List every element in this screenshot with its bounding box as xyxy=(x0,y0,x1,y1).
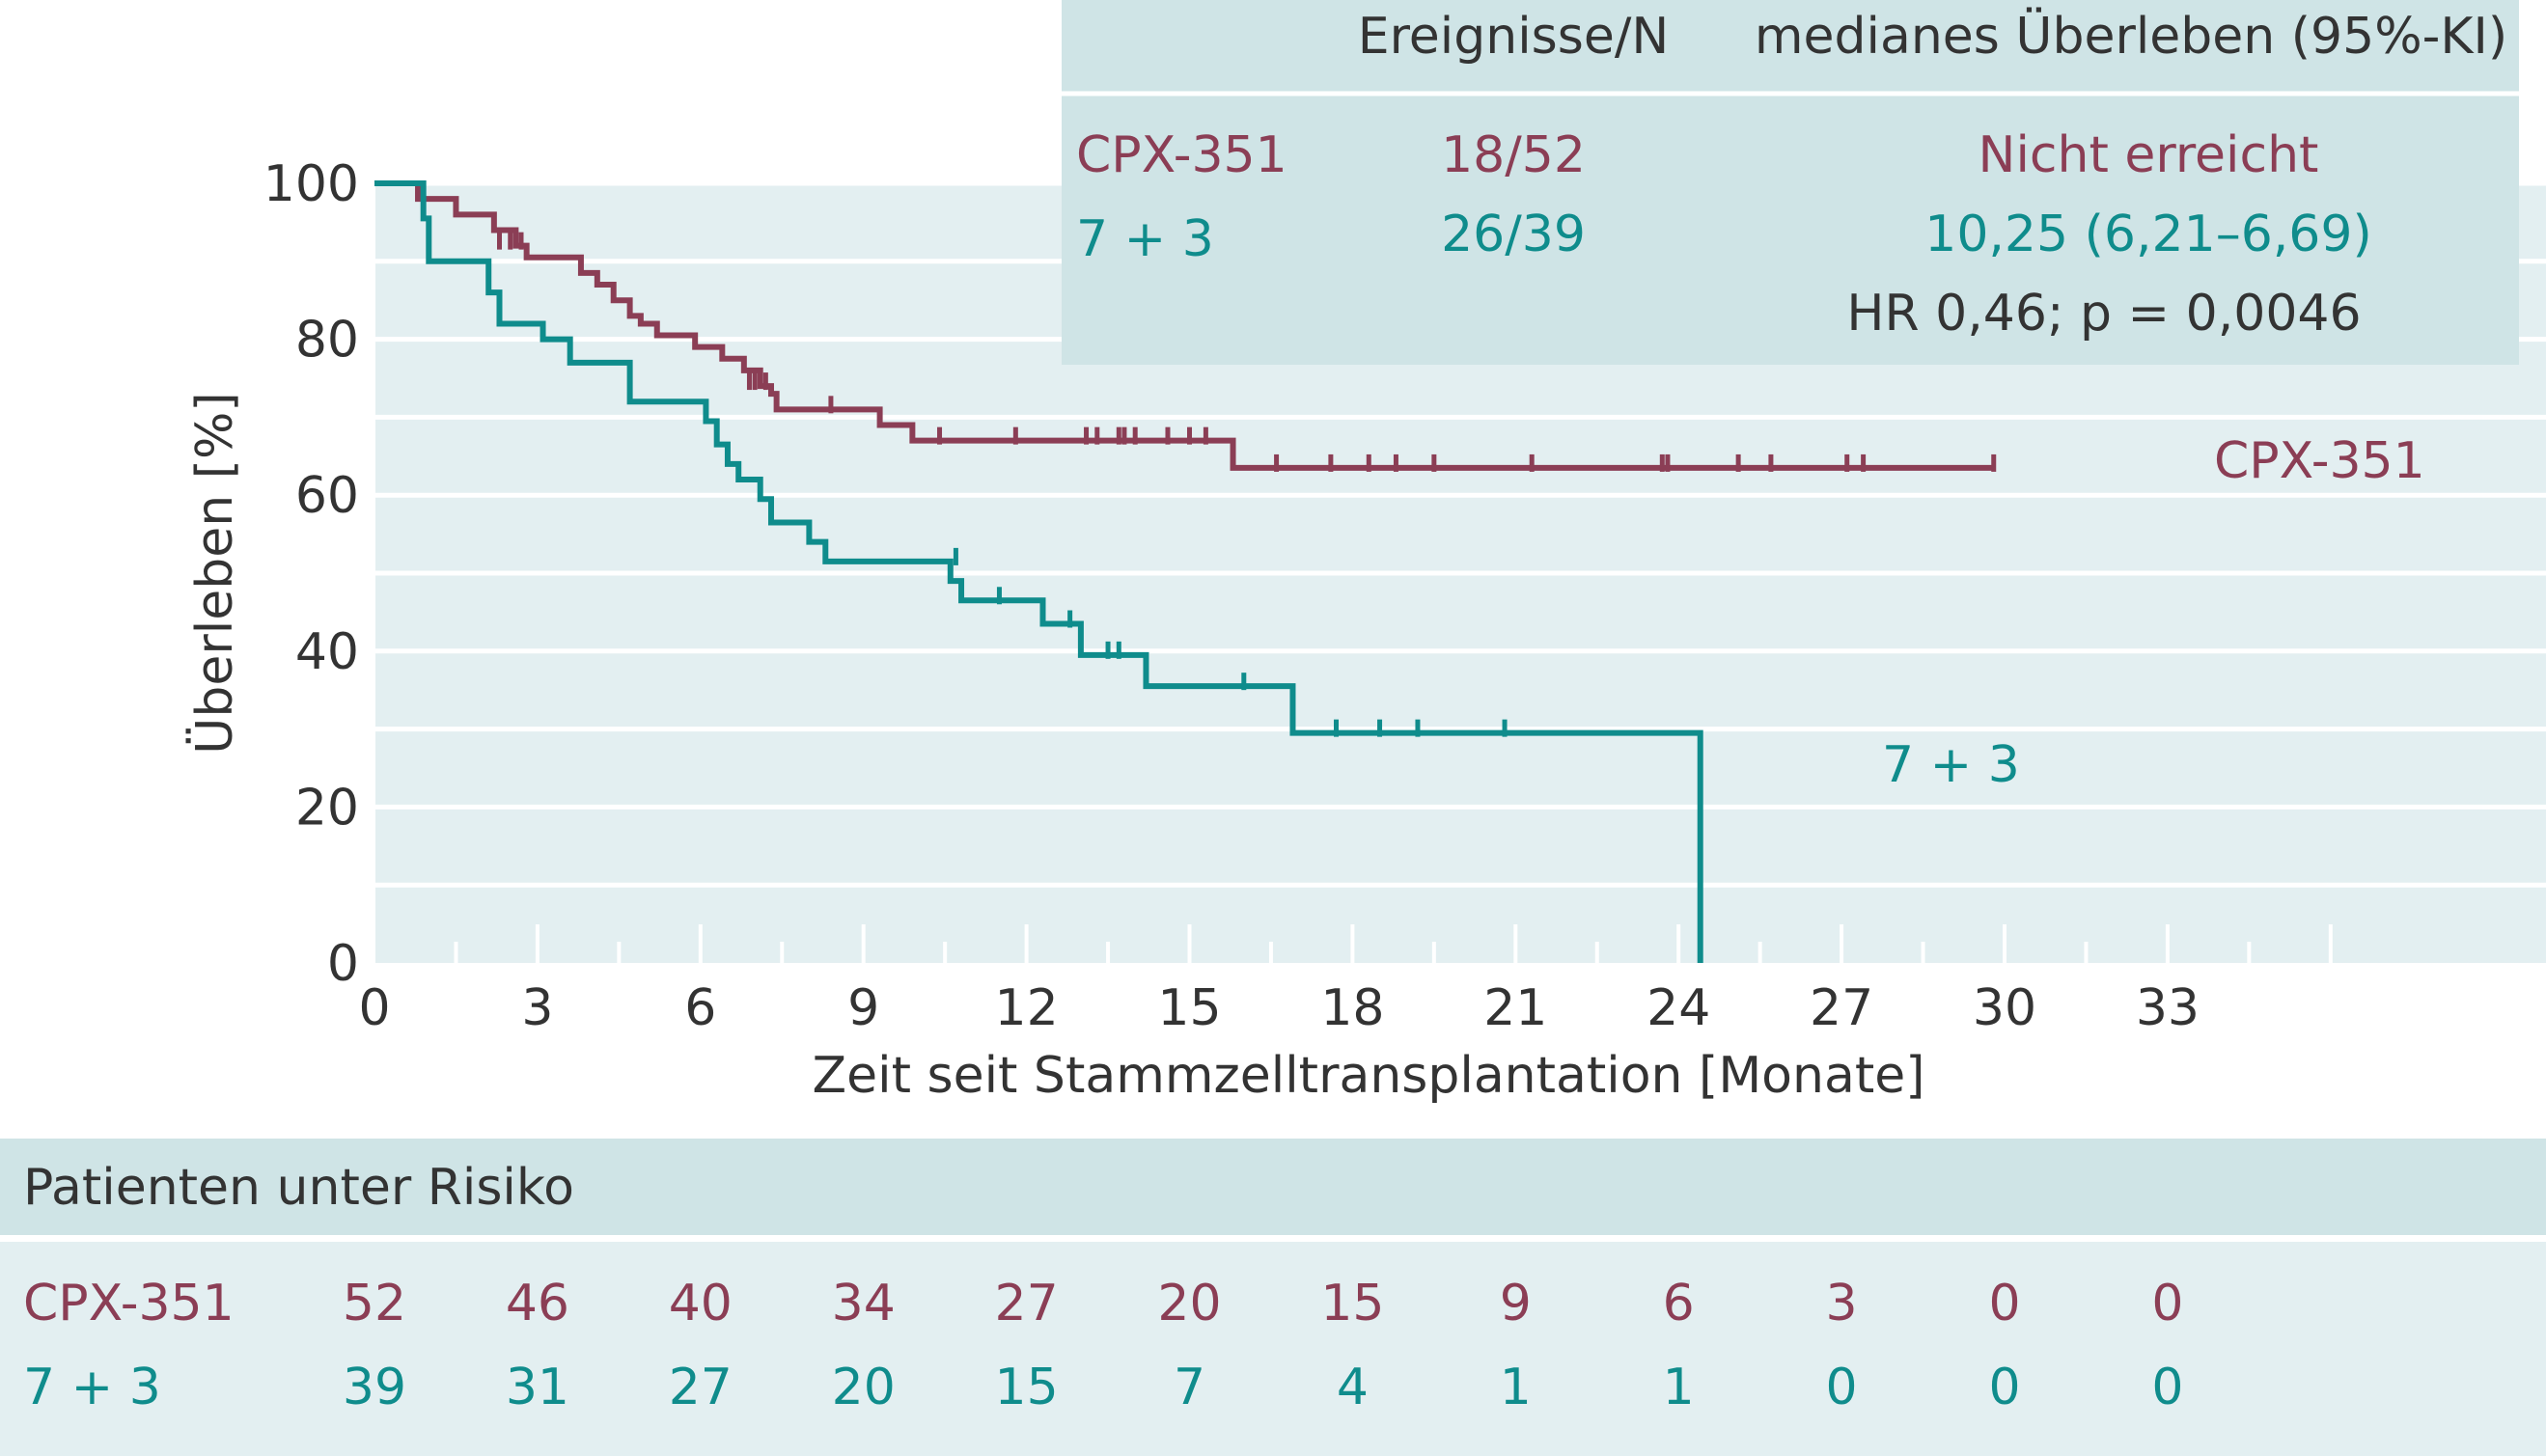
x-tick-labels: 0 3 6 9 12 15 18 21 24 27 30 33 xyxy=(358,979,2200,1037)
legend-row-cpx-name: CPX-351 xyxy=(1076,126,1287,184)
risk-value-seven: 0 xyxy=(1826,1359,1858,1416)
risk-values: 52 46 40 34 27 20 15 9 6 3 0 0 39 31 27 20 15 7 4 1 1 0 0 0 xyxy=(343,1275,2184,1416)
x-tick-label: 33 xyxy=(2136,979,2200,1037)
legend-header-median: medianes Überleben (95%-KI) xyxy=(1755,7,2507,66)
legend-row-cpx-median: Nicht erreicht xyxy=(1979,126,2319,184)
legend-table: Ereignisse/N medianes Überleben (95%-KI)… xyxy=(1062,0,2519,365)
legend-hr: HR 0,46; p = 0,0046 xyxy=(1846,285,2361,343)
risk-value-seven: 31 xyxy=(506,1359,569,1416)
risk-value-cpx: 0 xyxy=(2151,1275,2183,1332)
risk-value-cpx: 52 xyxy=(343,1275,406,1332)
x-tick-label: 15 xyxy=(1157,979,1221,1037)
risk-value-cpx: 3 xyxy=(1826,1275,1858,1332)
risk-value-cpx: 0 xyxy=(1988,1275,2020,1332)
x-tick-label: 18 xyxy=(1320,979,1384,1037)
risk-value-cpx: 15 xyxy=(1320,1275,1384,1332)
x-axis-label: Zeit seit Stammzelltransplantation [Mona… xyxy=(813,1047,1925,1105)
series-end-label-cpx: CPX-351 xyxy=(2214,432,2425,490)
y-tick-labels: 0 20 40 60 80 100 xyxy=(263,155,359,993)
risk-value-seven: 15 xyxy=(995,1359,1059,1416)
risk-value-cpx: 40 xyxy=(669,1275,733,1332)
risk-value-seven: 20 xyxy=(832,1359,896,1416)
x-tick-marks xyxy=(454,924,2333,963)
x-tick-label: 24 xyxy=(1647,979,1710,1037)
x-tick-label: 12 xyxy=(995,979,1059,1037)
legend-header-events: Ereignisse/N xyxy=(1358,8,1670,66)
y-tick-label: 0 xyxy=(327,935,359,993)
risk-value-seven: 4 xyxy=(1337,1359,1369,1416)
survival-curve-seven xyxy=(374,180,1703,963)
risk-value-cpx: 27 xyxy=(995,1275,1059,1332)
risk-value-cpx: 20 xyxy=(1157,1275,1221,1332)
risk-row-name-cpx: CPX-351 xyxy=(23,1275,235,1332)
risk-value-seven: 27 xyxy=(669,1359,733,1416)
x-tick-label: 27 xyxy=(1810,979,1873,1037)
risk-value-seven: 1 xyxy=(1500,1359,1532,1416)
y-tick-label: 60 xyxy=(295,467,359,525)
series-end-label-seven: 7 + 3 xyxy=(1882,736,2020,794)
x-tick-label: 30 xyxy=(1973,979,2036,1037)
y-tick-label: 80 xyxy=(295,312,359,370)
x-tick-label: 0 xyxy=(358,979,390,1037)
y-tick-label: 40 xyxy=(295,623,359,681)
risk-row-name-seven: 7 + 3 xyxy=(23,1359,161,1416)
legend-panel xyxy=(1062,0,2519,365)
risk-value-cpx: 46 xyxy=(506,1275,569,1332)
risk-value-cpx: 6 xyxy=(1663,1275,1695,1332)
x-tick-label: 9 xyxy=(847,979,879,1037)
legend-row-seven-name: 7 + 3 xyxy=(1076,210,1214,268)
y-tick-label: 100 xyxy=(263,155,359,213)
risk-value-seven: 0 xyxy=(1988,1359,2020,1416)
legend-row-seven-median: 10,25 (6,21–6,69) xyxy=(1924,206,2372,263)
risk-value-seven: 39 xyxy=(343,1359,406,1416)
x-tick-label: 6 xyxy=(684,979,716,1037)
x-tick-label: 21 xyxy=(1483,979,1547,1037)
legend-row-seven-events: 26/39 xyxy=(1441,206,1586,263)
risk-value-cpx: 9 xyxy=(1500,1275,1532,1332)
risk-table: Patienten unter Risiko CPX-351 7 + 3 52 4… xyxy=(0,1139,2546,1456)
y-axis-label: Überleben [%] xyxy=(185,392,244,754)
risk-table-title: Patienten unter Risiko xyxy=(23,1159,574,1217)
risk-value-seven: 7 xyxy=(1174,1359,1205,1416)
risk-value-seven: 1 xyxy=(1663,1359,1695,1416)
survival-curve-cpx xyxy=(374,180,1994,471)
risk-value-cpx: 34 xyxy=(832,1275,896,1332)
x-tick-label: 3 xyxy=(521,979,553,1037)
risk-value-seven: 0 xyxy=(2151,1359,2183,1416)
series-group xyxy=(374,180,1997,963)
risk-table-body-band xyxy=(0,1242,2546,1456)
legend-row-cpx-events: 18/52 xyxy=(1441,126,1586,184)
risk-table-header-band xyxy=(0,1139,2546,1235)
y-tick-label: 20 xyxy=(295,779,359,837)
